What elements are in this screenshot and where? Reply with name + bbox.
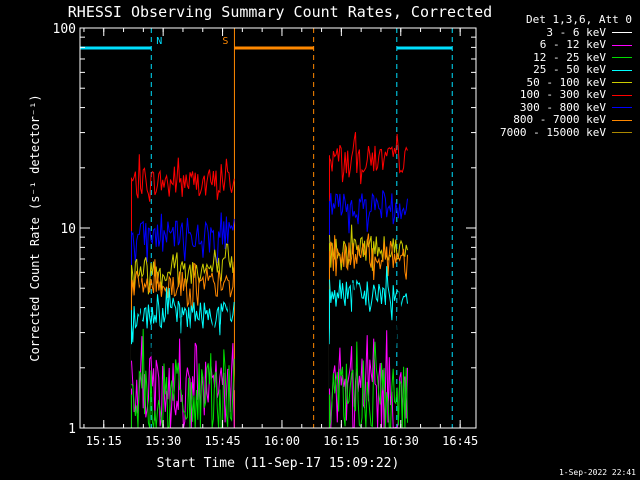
flag-label: S xyxy=(222,36,228,47)
series-line xyxy=(329,132,408,185)
series-line xyxy=(131,328,235,429)
series-line xyxy=(131,259,235,310)
legend-entry: 300 - 800 keV xyxy=(472,100,632,115)
legend-label: 12 - 25 keV xyxy=(533,50,606,64)
series-line xyxy=(329,276,408,409)
legend-swatch xyxy=(612,132,632,134)
legend-entry: 3 - 6 keV xyxy=(472,25,632,40)
legend-label: 7000 - 15000 keV xyxy=(500,125,606,139)
x-tick-label: 16:15 xyxy=(323,434,359,448)
series-line xyxy=(131,212,235,264)
series-line xyxy=(131,287,235,343)
generated-timestamp: 1-Sep-2022 22:41 xyxy=(558,468,636,477)
x-tick-label: 16:30 xyxy=(383,434,419,448)
legend-label: 800 - 7000 keV xyxy=(513,113,606,126)
series-line xyxy=(329,341,408,429)
y-tick-label: 10 xyxy=(60,222,76,237)
legend-swatch xyxy=(612,94,632,96)
legend-swatch xyxy=(612,57,632,59)
legend-label: 25 - 50 keV xyxy=(533,63,606,76)
legend-label: 100 - 300 keV xyxy=(519,88,606,101)
legend-label: 300 - 800 keV xyxy=(519,100,606,114)
legend-entry: 100 - 300 keV xyxy=(472,88,632,102)
plot-frame xyxy=(79,27,477,429)
legend-entry: 800 - 7000 keV xyxy=(472,113,632,127)
series-line xyxy=(131,154,235,202)
series-line xyxy=(329,190,408,234)
series-line xyxy=(131,279,235,421)
legend-title: Det 1,3,6, Att 0 xyxy=(526,13,632,26)
y-axis-label: Corrected Count Rate (s⁻¹ detector⁻¹) xyxy=(28,94,42,361)
legend-swatch xyxy=(612,69,632,71)
plot-axes: 15:15 15:30 15:45 16:00 16:15 16:30 16:45 1 10 10… xyxy=(53,22,479,448)
legend-entry: 25 - 50 keV xyxy=(472,63,632,77)
legend-swatch xyxy=(612,119,632,121)
x-tick-label: 15:30 xyxy=(145,434,181,448)
legend-label: 50 - 100 keV xyxy=(526,75,606,89)
x-axis-label: Start Time (11-Sep-17 15:09:22) xyxy=(157,456,400,471)
legend-entry: 12 - 25 keV xyxy=(472,50,632,65)
legend-label: 3 - 6 keV xyxy=(546,25,606,39)
x-tick-label: 15:15 xyxy=(86,434,122,448)
legend-entry: 50 - 100 keV xyxy=(472,75,632,90)
legend-swatch xyxy=(612,32,632,34)
x-tick-label: 15:45 xyxy=(204,434,240,448)
legend-swatch xyxy=(612,107,632,109)
legend-label: 6 - 12 keV xyxy=(539,38,606,51)
chart-title: RHESSI Observing Summary Count Rates, Co… xyxy=(68,3,492,21)
legend-swatch xyxy=(612,82,632,84)
flag-label: N xyxy=(156,36,162,47)
y-tick-label: 1 xyxy=(68,422,76,437)
series-line xyxy=(329,233,408,281)
legend-entry: 6 - 12 keV xyxy=(472,38,632,52)
legend: Det 1,3,6, Att 0 3 - 6 keV 6 - 12 keV 12 -… xyxy=(472,13,632,140)
y-tick-label: 100 xyxy=(53,22,76,37)
series-lines xyxy=(130,132,408,429)
x-tick-label: 16:45 xyxy=(442,434,478,448)
series-line xyxy=(329,266,408,321)
legend-swatch xyxy=(612,44,632,46)
series-line xyxy=(131,243,235,295)
legend-entry: 7000 - 15000 keV xyxy=(472,125,632,140)
x-tick-label: 16:00 xyxy=(264,434,300,448)
series-line xyxy=(329,224,408,271)
